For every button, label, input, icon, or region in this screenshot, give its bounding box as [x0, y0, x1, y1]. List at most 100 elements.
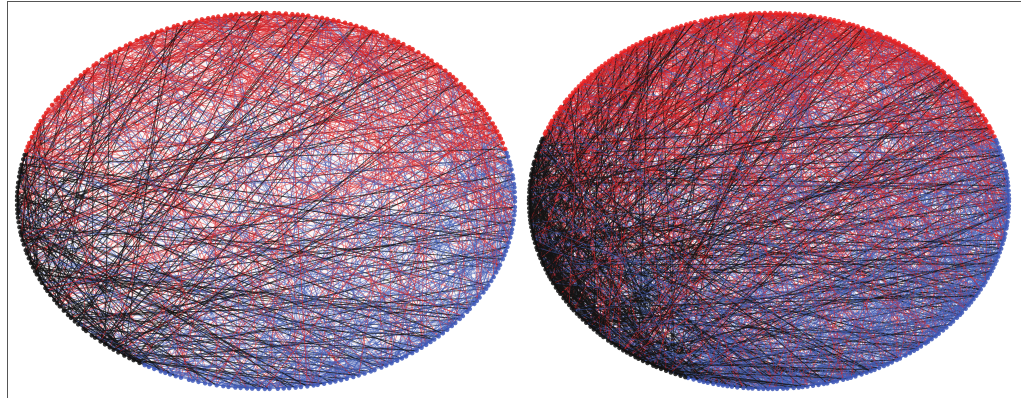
network-node-blue: [233, 385, 238, 390]
network-node-blue: [741, 385, 746, 391]
network-node-black: [598, 332, 603, 338]
network-node-black: [65, 312, 71, 318]
network-edge-red: [47, 131, 498, 292]
network-node-red: [559, 104, 564, 110]
network-node-blue: [512, 204, 518, 210]
network-node-red: [354, 23, 359, 28]
network-edge-red: [68, 86, 375, 371]
network-node-black: [17, 225, 22, 230]
network-edge-blue: [899, 252, 1001, 359]
network-edge-blue: [75, 79, 308, 387]
network-edge-black: [32, 266, 422, 349]
network-edge-black: [18, 176, 65, 311]
network-node-blue: [746, 386, 751, 391]
network-node-black: [617, 345, 622, 351]
network-node-blue: [275, 386, 280, 391]
network-node-blue: [868, 369, 873, 374]
network-edge-blue: [62, 92, 398, 362]
network-node-red: [729, 13, 734, 18]
network-node-blue: [1001, 238, 1006, 243]
network-node-black: [530, 229, 535, 234]
network-edge-red: [603, 31, 665, 338]
network-edge-red: [285, 13, 308, 387]
network-node-red: [306, 13, 311, 18]
network-node-blue: [821, 381, 826, 387]
network-node-blue: [770, 386, 775, 392]
network-edge-black: [540, 104, 976, 259]
network-node-red: [573, 87, 578, 92]
network-node-blue: [351, 374, 356, 380]
network-node-red: [380, 32, 386, 38]
network-node-black: [556, 288, 561, 294]
network-node-red: [546, 125, 551, 130]
network-node-red: [25, 144, 30, 149]
network-node-blue: [481, 290, 486, 295]
network-node-red: [490, 121, 495, 126]
network-node-black: [107, 345, 113, 350]
network-edge-red: [622, 23, 850, 351]
network-node-black: [563, 299, 569, 304]
network-node-red: [589, 72, 594, 77]
network-node-red: [832, 17, 837, 23]
network-edge-red: [28, 40, 137, 144]
network-node-black: [663, 368, 669, 373]
network-edge-blue: [166, 28, 487, 290]
network-edge-red: [29, 142, 480, 298]
network-node-red: [479, 104, 484, 110]
network-node-blue: [1003, 231, 1008, 236]
network-node-red: [610, 56, 615, 61]
network-edge-red: [26, 131, 498, 152]
network-edge-black: [528, 203, 1002, 250]
network-edge-red: [531, 48, 911, 228]
network-edge-red: [584, 25, 682, 82]
network-node-black: [89, 333, 95, 338]
network-node-red: [793, 11, 798, 17]
network-node-blue: [981, 283, 986, 288]
network-node-red: [990, 129, 995, 135]
network-edge-red: [264, 106, 482, 390]
network-edge-blue: [954, 81, 989, 279]
network-edge-red: [75, 73, 450, 81]
network-node-red: [112, 49, 118, 54]
network-node-blue: [507, 159, 512, 164]
network-node-blue: [989, 269, 994, 274]
network-edge-black: [530, 180, 961, 316]
network-node-red: [787, 11, 792, 16]
network-node-black: [14, 194, 20, 199]
network-edge-blue: [836, 194, 1010, 382]
network-edge-black: [34, 270, 125, 356]
network-node-red: [622, 48, 627, 53]
network-edge-red: [59, 16, 219, 307]
network-edge-blue: [819, 17, 970, 306]
network-edge-blue: [699, 270, 992, 382]
network-edge-blue: [145, 36, 342, 381]
network-edge-red: [213, 17, 439, 337]
network-node-black: [92, 335, 98, 340]
network-edge-red: [743, 13, 803, 388]
network-edge-blue: [767, 104, 976, 390]
network-node-blue: [508, 162, 513, 168]
network-edge-red: [25, 82, 73, 251]
network-edge-blue: [45, 287, 435, 340]
network-edge-red: [18, 71, 86, 223]
network-edge-blue: [699, 277, 988, 382]
network-node-red: [55, 95, 61, 100]
network-edge-red: [40, 66, 441, 122]
network-edge-red: [302, 14, 392, 364]
network-node-blue: [298, 384, 304, 390]
network-edge-red: [622, 27, 864, 351]
network-node-black: [527, 214, 532, 219]
network-node-red: [936, 65, 941, 70]
network-edge-blue: [874, 312, 963, 371]
network-edge-red: [670, 84, 958, 373]
network-edge-blue: [23, 169, 512, 245]
network-edge-blue: [139, 191, 515, 364]
network-node-red: [679, 23, 684, 29]
network-edge-black: [30, 262, 259, 390]
network-edge-red: [645, 39, 738, 388]
network-edge-red: [114, 51, 211, 385]
network-edge-red: [235, 14, 314, 386]
network-node-red: [469, 92, 474, 97]
network-edge-blue: [278, 13, 478, 302]
network-node-black: [645, 360, 650, 366]
